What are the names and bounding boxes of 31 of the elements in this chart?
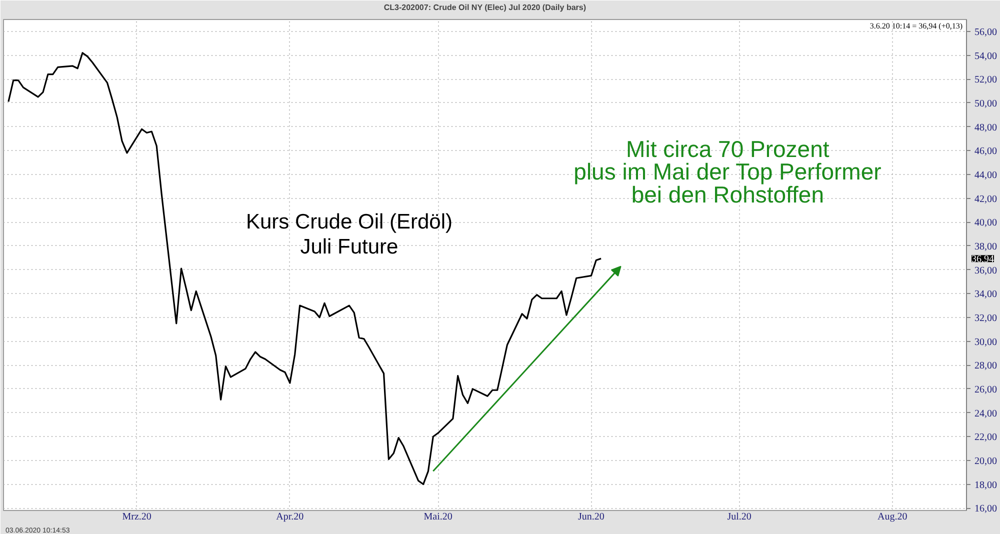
- y-tick-label: 44,00: [974, 170, 997, 181]
- y-tick-label: 30,00: [974, 336, 997, 348]
- y-tick-label: 50,00: [974, 98, 997, 110]
- y-tick-label: 24,00: [974, 408, 997, 420]
- y-tick-label: 52,00: [974, 74, 997, 86]
- y-tick-label: 20,00: [974, 456, 997, 467]
- y-tick-label: 26,00: [974, 384, 997, 396]
- y-tick-label: 32,00: [974, 312, 997, 324]
- x-tick-label: Jun.20: [578, 512, 604, 522]
- y-tick-label: 18,00: [974, 480, 997, 491]
- y-tick-label: 48,00: [974, 122, 997, 134]
- y-tick-label: 28,00: [974, 360, 997, 372]
- y-tick-label: 34,00: [974, 289, 997, 300]
- y-tick-label: 56,00: [974, 26, 997, 38]
- chart-title: CL3-202007: Crude Oil NY (Elec) Jul 2020 (Daily bars): [384, 3, 586, 12]
- y-tick-label: 38,00: [974, 241, 997, 252]
- x-tick-label: Mai.20: [424, 512, 452, 522]
- x-tick-label: Apr.20: [276, 512, 304, 522]
- annotation: Kurs Crude Oil (Erdöl) Juli Future: [246, 210, 452, 259]
- y-tick-label: 46,00: [974, 146, 997, 158]
- y-tick-label: 42,00: [974, 194, 997, 205]
- x-tick-label: Jul.20: [727, 512, 752, 522]
- y-tick-label: 36,00: [974, 265, 997, 276]
- annotation: Mit circa 70 Prozent plus im Mai der Top Performer bei den Rohstoffen: [574, 136, 882, 208]
- x-tick-label: Aug.20: [878, 512, 908, 522]
- y-tick-label: 54,00: [974, 50, 997, 62]
- y-tick-label: 16,00: [974, 504, 997, 515]
- annotation: 3.6.20 10:14 = 36,94 (+0,13): [870, 22, 963, 30]
- y-tick-label: 22,00: [974, 432, 997, 444]
- y-tick-label: 40,00: [974, 218, 997, 229]
- x-tick-label: Mrz.20: [122, 512, 152, 522]
